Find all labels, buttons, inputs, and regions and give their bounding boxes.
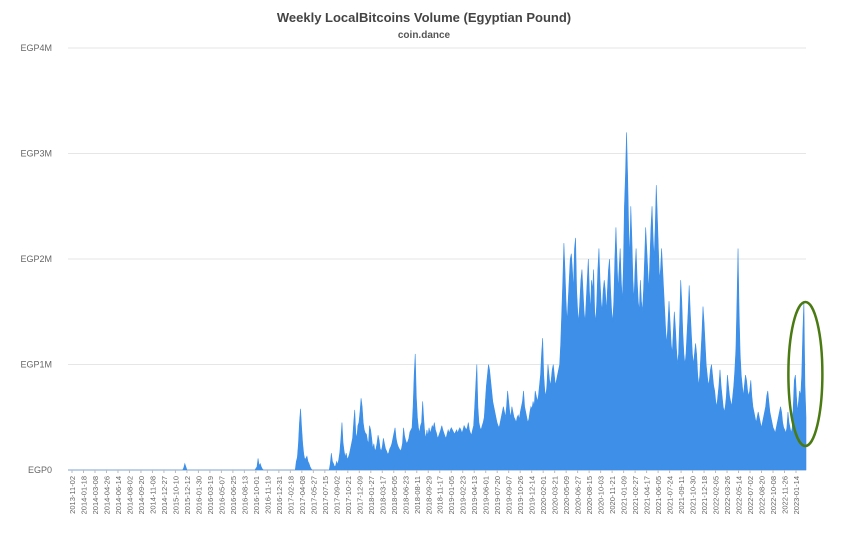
- x-tick-label: 2018-11-17: [436, 476, 445, 514]
- x-tick-label: 2020-08-15: [585, 476, 594, 514]
- x-tick-label: 2021-02-27: [631, 476, 640, 514]
- annotation-layer: [787, 300, 824, 448]
- y-tick-label: EGP0: [28, 465, 52, 475]
- x-tick-label: 2021-06-05: [654, 476, 663, 514]
- x-tick-label: 2020-11-21: [608, 476, 617, 514]
- x-tick-label: 2017-07-15: [321, 476, 330, 514]
- y-tick-label: EGP2M: [20, 254, 52, 264]
- x-tick-label: 2022-07-02: [746, 476, 755, 514]
- x-tick-label: 2021-04-17: [643, 476, 652, 514]
- x-tick-label: 2015-10-10: [171, 476, 180, 514]
- x-tick-label: 2016-06-25: [229, 476, 238, 514]
- x-tick-label: 2014-01-18: [79, 476, 88, 514]
- y-tick-label: EGP4M: [20, 43, 52, 53]
- x-tick-label: 2014-11-08: [148, 476, 157, 514]
- x-tick-label: 2016-12-31: [275, 476, 284, 514]
- x-tick-label: 2019-06-01: [482, 476, 491, 514]
- chart-title: Weekly LocalBitcoins Volume (Egyptian Po…: [276, 10, 572, 25]
- x-tick-label: 2017-04-08: [298, 476, 307, 514]
- x-tick-label: 2023-01-14: [792, 476, 801, 514]
- x-tick-label: 2018-09-29: [424, 476, 433, 514]
- x-tick-label: 2022-10-08: [769, 476, 778, 514]
- x-tick-label: 2017-09-02: [332, 476, 341, 514]
- x-tick-label: 2016-05-07: [217, 476, 226, 514]
- x-tick-label: 2020-06-27: [574, 476, 583, 514]
- x-tick-label: 2021-10-30: [689, 476, 698, 514]
- x-tick-label: 2014-12-27: [160, 476, 169, 514]
- x-tick-label: 2017-02-18: [286, 476, 295, 514]
- x-tick-label: 2016-11-19: [263, 476, 272, 514]
- x-tick-label: 2018-03-17: [378, 476, 387, 514]
- x-tick-label: 2015-12-12: [183, 476, 192, 514]
- x-tick-label: 2018-01-27: [367, 476, 376, 514]
- y-axis: EGP0 EGP1M EGP2M EGP3M EGP4M: [20, 43, 52, 475]
- x-tick-label: 2018-08-11: [413, 476, 422, 514]
- x-tick-label: 2020-02-01: [539, 476, 548, 514]
- x-tick-label: 2019-01-05: [447, 476, 456, 514]
- x-tick-label: 2022-11-26: [781, 476, 790, 514]
- x-tick-label: 2020-10-03: [597, 476, 606, 514]
- x-tick-label: 2020-03-21: [551, 476, 560, 514]
- x-tick-label: 2017-10-21: [344, 476, 353, 514]
- x-tick-label: 2021-07-24: [666, 476, 675, 514]
- volume-area-series: [68, 132, 807, 471]
- y-tick-label: EGP3M: [20, 149, 52, 159]
- x-tick-label: 2014-09-20: [137, 476, 146, 514]
- x-axis: 2013-11-02 2014-01-18 2014-03-08 2014-04-26…: [68, 470, 801, 514]
- x-tick-label: 2018-05-05: [390, 476, 399, 514]
- x-tick-label: 2022-03-26: [723, 476, 732, 514]
- x-tick-label: 2016-08-13: [240, 476, 249, 514]
- x-tick-label: 2022-08-20: [758, 476, 767, 514]
- x-tick-label: 2019-04-13: [470, 476, 479, 514]
- x-tick-label: 2021-09-11: [677, 476, 686, 514]
- x-tick-label: 2019-12-14: [528, 476, 537, 514]
- x-tick-label: 2019-02-23: [459, 476, 468, 514]
- x-tick-label: 2016-01-30: [194, 476, 203, 514]
- x-tick-label: 2020-05-09: [562, 476, 571, 514]
- highlight-ellipse: [787, 300, 824, 448]
- chart-subtitle: coin.dance: [397, 30, 451, 41]
- x-tick-label: 2019-10-26: [516, 476, 525, 514]
- plot-area: [68, 132, 807, 471]
- x-tick-label: 2016-03-19: [206, 476, 215, 514]
- x-tick-label: 2017-05-27: [309, 476, 318, 514]
- x-tick-label: 2022-05-14: [735, 476, 744, 514]
- x-tick-label: 2019-07-20: [493, 476, 502, 514]
- x-tick-label: 2021-01-09: [620, 476, 629, 514]
- y-tick-label: EGP1M: [20, 360, 52, 370]
- x-tick-label: 2017-12-09: [355, 476, 364, 514]
- x-tick-label: 2013-11-02: [68, 476, 77, 514]
- x-tick-label: 2014-06-14: [114, 476, 123, 514]
- x-tick-label: 2019-09-07: [505, 476, 514, 514]
- x-tick-label: 2014-04-26: [102, 476, 111, 514]
- x-tick-label: 2021-12-18: [700, 476, 709, 514]
- x-tick-label: 2022-02-05: [712, 476, 721, 514]
- x-tick-label: 2014-03-08: [91, 476, 100, 514]
- x-tick-label: 2018-06-23: [401, 476, 410, 514]
- x-tick-label: 2014-08-02: [125, 476, 134, 514]
- x-tick-label: 2016-10-01: [252, 476, 261, 514]
